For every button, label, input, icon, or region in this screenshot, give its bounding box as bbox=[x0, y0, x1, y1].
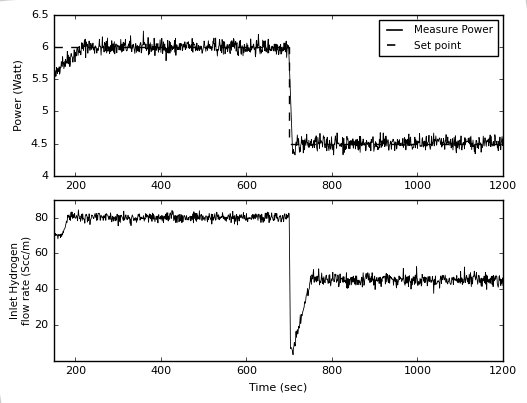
Line: Set point: Set point bbox=[54, 47, 503, 143]
Set point bbox=[51, 45, 57, 50]
Set point bbox=[500, 141, 506, 146]
Set point bbox=[286, 45, 292, 50]
Measure Power bbox=[284, 42, 290, 47]
Measure Power bbox=[92, 44, 99, 48]
Line: Measure Power: Measure Power bbox=[54, 31, 503, 155]
Y-axis label: Power (Watt): Power (Watt) bbox=[14, 60, 24, 131]
Measure Power bbox=[465, 139, 471, 143]
Measure Power bbox=[279, 48, 286, 52]
Y-axis label: Inlet Hydrogen
flow rate (Scc/m): Inlet Hydrogen flow rate (Scc/m) bbox=[10, 235, 32, 325]
Legend: Measure Power, Set point: Measure Power, Set point bbox=[379, 20, 497, 56]
Measure Power bbox=[330, 152, 337, 157]
Measure Power bbox=[140, 29, 147, 33]
Measure Power bbox=[51, 75, 57, 80]
Set point bbox=[286, 141, 292, 146]
X-axis label: Time (sec): Time (sec) bbox=[249, 383, 308, 393]
Measure Power bbox=[500, 137, 506, 141]
Measure Power bbox=[164, 46, 170, 51]
Measure Power bbox=[153, 41, 159, 46]
